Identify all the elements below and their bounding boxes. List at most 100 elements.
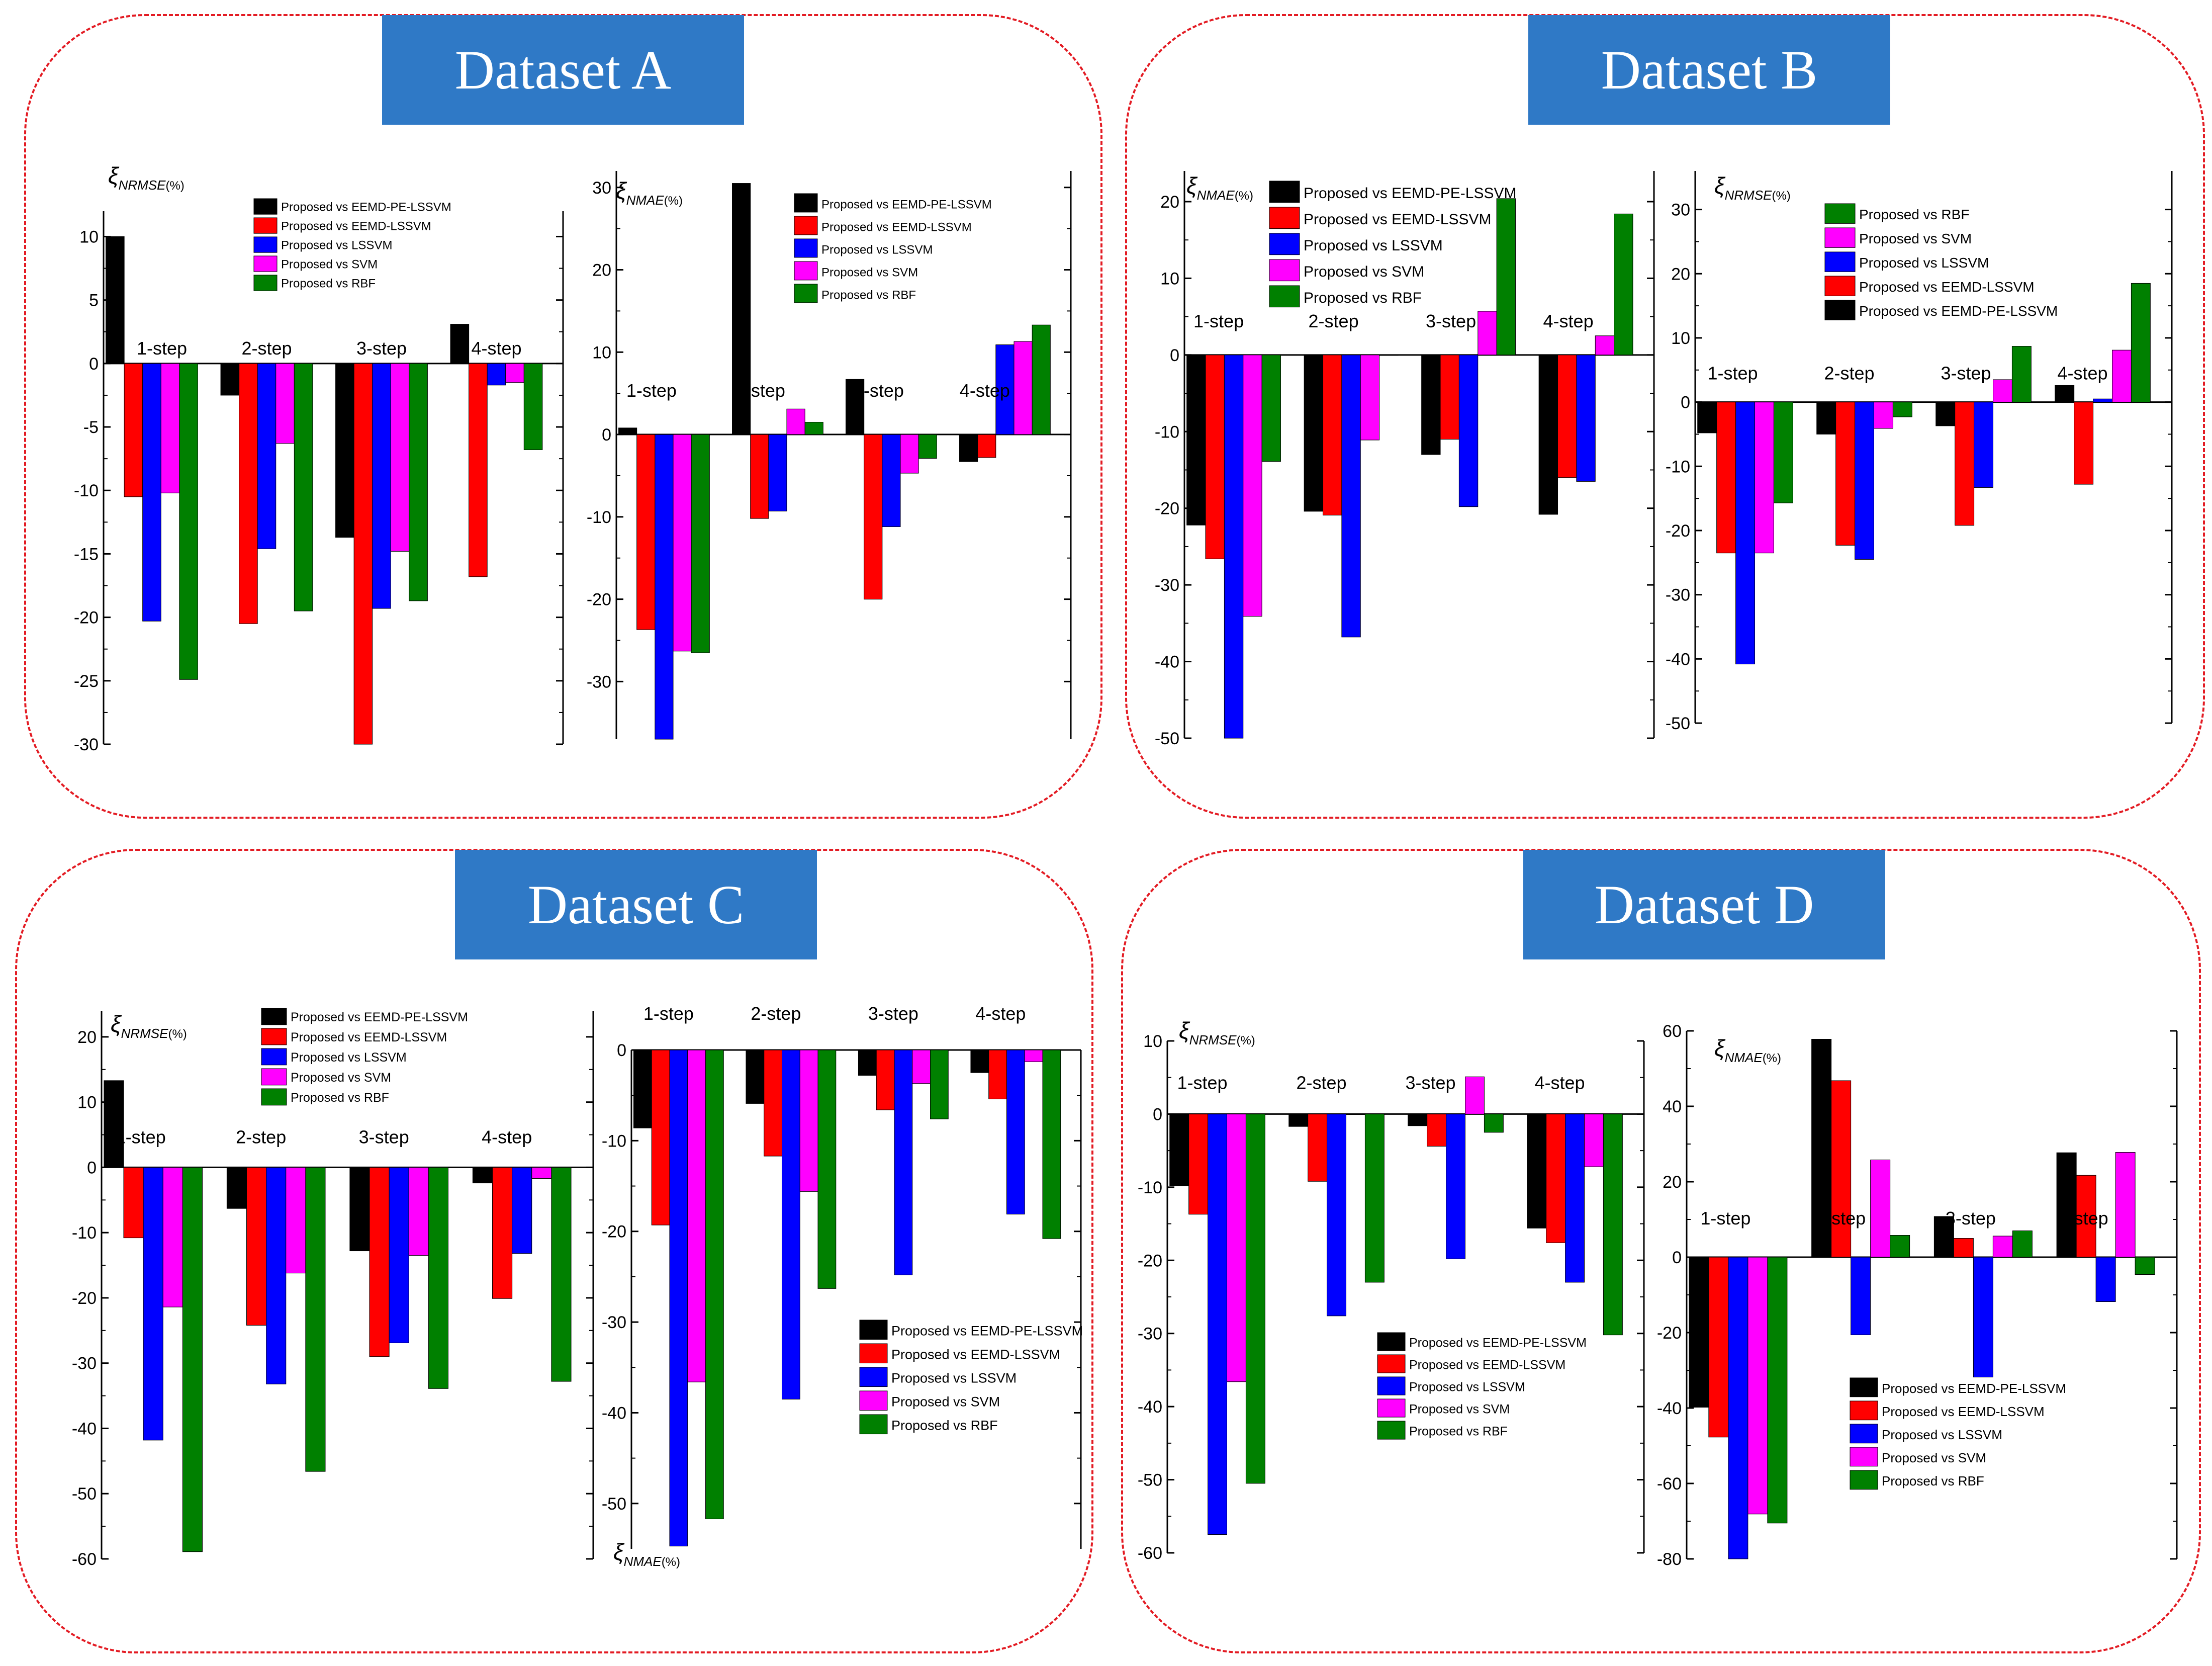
bar (2012, 1231, 2033, 1258)
legend-swatch (859, 1367, 888, 1387)
bar (106, 236, 125, 364)
legend-label: Proposed vs RBF (291, 1091, 389, 1105)
y-axis-label: ξNRMSE(%) (1714, 172, 1791, 203)
panel-title: Dataset C (455, 850, 817, 959)
legend-swatch (261, 1068, 287, 1086)
y-tick-label: 0 (602, 425, 611, 445)
legend-label: Proposed vs LSSVM (1882, 1427, 2002, 1442)
legend-swatch (261, 1028, 287, 1045)
y-tick-label: -30 (74, 735, 99, 754)
bar (1851, 1257, 1871, 1335)
bar (349, 1167, 370, 1252)
bar (1689, 1257, 1709, 1408)
bar (2131, 283, 2151, 403)
category-label: 1-step (1700, 1208, 1750, 1229)
y-tick-label: -20 (1138, 1251, 1162, 1270)
bar (799, 1049, 818, 1192)
y-tick-label: -10 (74, 481, 99, 500)
legend-swatch (794, 284, 818, 303)
category-label: 2-step (735, 380, 785, 401)
y-tick-label: -10 (1138, 1178, 1162, 1197)
legend-label: Proposed vs EEMD-LSSVM (821, 220, 972, 234)
y-tick-label: 0 (1153, 1105, 1162, 1124)
legend-swatch (1824, 251, 1856, 272)
y-axis-label: ξNRMSE(%) (111, 1011, 187, 1041)
y-tick-label: -80 (1657, 1550, 1682, 1569)
y-tick-label: 20 (1160, 193, 1179, 212)
bar (1427, 1113, 1447, 1147)
bar (239, 363, 258, 624)
bar (1973, 1257, 1993, 1377)
bar (2095, 1257, 2116, 1302)
category-label: 1-step (1193, 311, 1244, 331)
bar (1527, 1113, 1547, 1229)
legend-swatch (1850, 1400, 1878, 1421)
y-tick-label: 5 (89, 291, 99, 310)
y-tick-label: 10 (77, 1093, 97, 1112)
bar (1261, 355, 1281, 462)
bar (1379, 355, 1399, 356)
legend-swatch (261, 1048, 287, 1066)
y-tick-label: 0 (1681, 393, 1690, 412)
category-label: 2-step (751, 1003, 801, 1024)
bar (817, 1049, 837, 1289)
category-label: 1-step (626, 380, 677, 401)
legend-label: Proposed vs RBF (1304, 290, 1422, 306)
bar (294, 363, 313, 611)
legend-swatch (1377, 1354, 1406, 1373)
bar (1874, 402, 1893, 429)
panel-title: Dataset D (1523, 850, 1885, 959)
bar (918, 434, 937, 459)
y-tick-label: -50 (1138, 1471, 1162, 1490)
legend-swatch (1850, 1470, 1878, 1490)
legend-label: Proposed vs SVM (1859, 231, 1972, 246)
legend-label: Proposed vs SVM (281, 258, 378, 272)
bar (1735, 402, 1755, 665)
bar (124, 363, 143, 497)
bar (786, 408, 805, 435)
bar (1955, 402, 1975, 526)
bar (143, 1167, 163, 1441)
chart-a-nmae: 30 20 10 0 -10 -20 -30 ξNMAE(%) 1-step 2-step 3-st… (587, 171, 1072, 740)
y-tick-label: -30 (72, 1354, 97, 1373)
bar (305, 1167, 326, 1472)
bar (618, 427, 637, 435)
bar (669, 1049, 688, 1547)
bar (1205, 355, 1225, 559)
bar (1327, 1113, 1346, 1317)
y-tick-label: -50 (1155, 729, 1179, 748)
bar (977, 434, 996, 458)
bar (750, 434, 769, 519)
bar (2011, 346, 2032, 403)
bar (1565, 1113, 1585, 1283)
y-tick-label: -40 (1155, 653, 1179, 672)
bar (226, 1167, 247, 1209)
bar (655, 434, 674, 740)
legend-label: Proposed vs RBF (1859, 207, 1969, 222)
bar (1496, 198, 1516, 356)
bar (450, 324, 470, 364)
bar (505, 363, 524, 383)
bar (369, 1167, 390, 1357)
bar (1032, 324, 1051, 435)
y-tick-label: -10 (602, 1131, 626, 1151)
y-axis-label: ξNMAE(%) (613, 1539, 680, 1569)
bar (472, 1167, 493, 1184)
legend-swatch (1850, 1447, 1878, 1467)
legend-swatch (1850, 1424, 1878, 1444)
y-tick-label: 10 (1143, 1032, 1162, 1051)
legend-label: Proposed vs EEMD-LSSVM (891, 1347, 1060, 1362)
bar (1227, 1113, 1246, 1382)
legend-label: Proposed vs EEMD-PE-LSSVM (891, 1324, 1083, 1339)
category-label: 3-step (1426, 311, 1476, 331)
panel-title: Dataset A (382, 15, 744, 125)
y-tick-label: 0 (1170, 346, 1179, 365)
y-tick-label: -30 (587, 672, 611, 691)
bar (1341, 355, 1361, 638)
y-tick-label: -50 (1666, 714, 1690, 733)
legend-label: Proposed vs RBF (281, 277, 376, 291)
chart-a-nrmse: 10 5 0 -5 -10 -15 -20 -25 -30 ξNRMSE(%) 1-step 2-st… (74, 162, 564, 754)
y-tick-label: -50 (72, 1484, 97, 1504)
category-label: 1-step (1177, 1072, 1228, 1093)
bar (988, 1049, 1007, 1099)
